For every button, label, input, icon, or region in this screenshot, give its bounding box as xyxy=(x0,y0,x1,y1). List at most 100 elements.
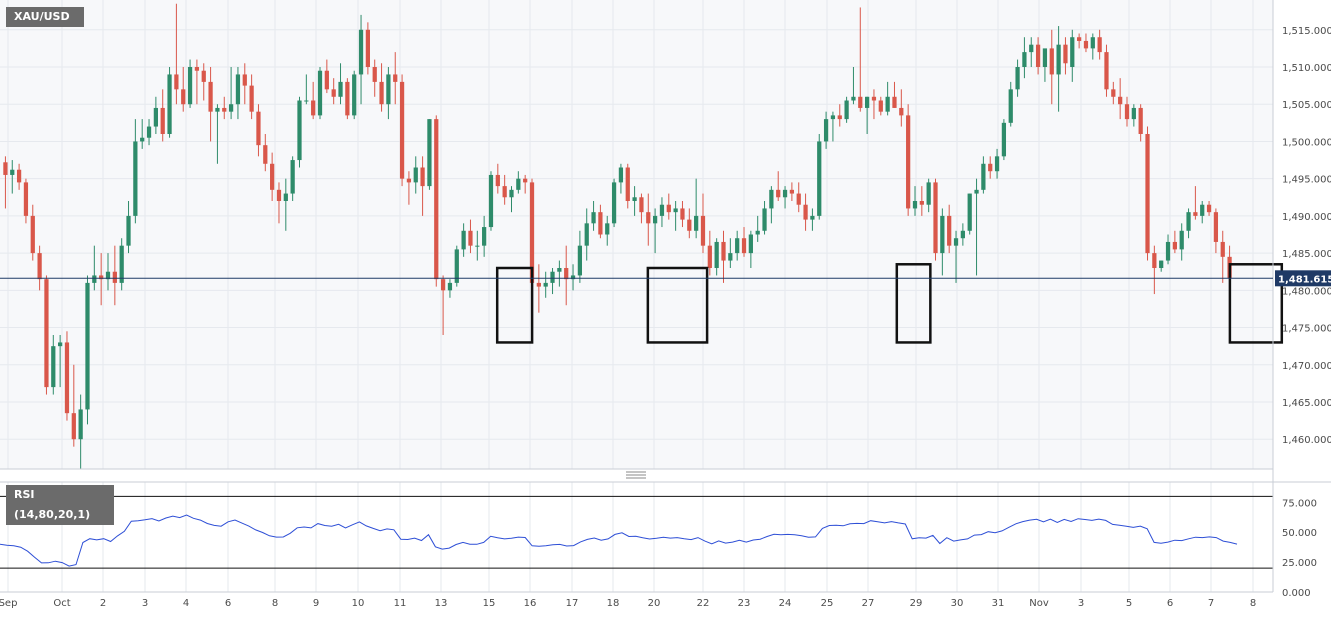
time-tick-label: 8 xyxy=(272,598,278,609)
candle xyxy=(782,186,788,209)
candle-body xyxy=(1029,44,1034,53)
candle-body xyxy=(64,342,70,414)
candle-body xyxy=(1056,44,1061,75)
candle-body xyxy=(461,230,466,250)
time-tick-label: 29 xyxy=(910,598,923,609)
candle xyxy=(454,245,459,287)
candle-body xyxy=(748,234,753,254)
candle xyxy=(44,275,49,395)
candle xyxy=(748,230,753,268)
candle xyxy=(721,230,726,283)
rsi-tick-label: 75.000 xyxy=(1282,498,1317,509)
candle-body xyxy=(352,74,357,116)
candle-body xyxy=(721,241,726,261)
price-tick-label: 1,490.000 xyxy=(1282,212,1331,223)
candle-body xyxy=(1138,107,1143,134)
time-tick-label: 7 xyxy=(1208,598,1214,609)
candle-body xyxy=(482,227,487,246)
candle-body xyxy=(1070,37,1075,67)
candle xyxy=(71,364,76,447)
candle-body xyxy=(707,245,712,268)
candle-body xyxy=(37,253,42,280)
candle xyxy=(967,193,972,235)
candle-body xyxy=(912,201,918,209)
candle xyxy=(30,204,35,261)
candle xyxy=(406,171,412,205)
candle xyxy=(1179,223,1184,261)
candle-body xyxy=(1145,134,1150,254)
candle-body xyxy=(666,204,671,213)
candle-body xyxy=(919,201,924,205)
price-tick-label: 1,515.000 xyxy=(1282,26,1331,37)
candle xyxy=(1097,29,1102,60)
candle xyxy=(352,70,357,120)
candle xyxy=(1193,186,1198,220)
price-pane[interactable] xyxy=(0,0,1273,469)
candle xyxy=(509,186,514,213)
time-tick-label: 17 xyxy=(566,598,579,609)
candle-body xyxy=(10,169,15,175)
candle-body xyxy=(817,141,822,216)
price-tick-label: 1,475.000 xyxy=(1282,324,1331,335)
candle-body xyxy=(71,413,76,440)
candle xyxy=(222,96,227,120)
candle-body xyxy=(187,67,193,105)
highlight-box xyxy=(495,266,534,344)
candle xyxy=(10,160,15,194)
candle xyxy=(1138,104,1143,142)
candle-body xyxy=(222,107,227,112)
time-tick-label: 5 xyxy=(1126,598,1132,609)
candle xyxy=(263,134,268,172)
candle xyxy=(564,245,569,306)
candle xyxy=(1056,26,1061,112)
candle-body xyxy=(632,197,637,201)
rsi-pane[interactable] xyxy=(0,482,1273,592)
candle-body xyxy=(58,342,63,347)
candle-body xyxy=(105,271,111,280)
candle xyxy=(482,215,487,257)
candle xyxy=(256,104,261,157)
candle-body xyxy=(99,275,104,280)
candle-body xyxy=(762,208,767,231)
candle-body xyxy=(495,174,500,187)
pane-resize-handle[interactable] xyxy=(626,471,646,479)
candle-body xyxy=(406,178,412,183)
candle xyxy=(324,59,329,94)
time-tick-label: 18 xyxy=(607,598,620,609)
candle-body xyxy=(379,81,384,105)
candle xyxy=(345,78,350,120)
time-tick-label: 6 xyxy=(1167,598,1173,609)
candle-body xyxy=(864,96,870,108)
candle xyxy=(153,96,158,134)
time-tick-label: 3 xyxy=(1078,598,1084,609)
candle xyxy=(694,178,699,239)
candle-body xyxy=(304,100,309,102)
candle-body xyxy=(393,74,398,82)
candle xyxy=(646,193,651,246)
price-tick-label: 1,485.000 xyxy=(1282,249,1331,260)
price-tick-label: 1,495.000 xyxy=(1282,175,1331,186)
candle-body xyxy=(358,29,364,75)
candle-body xyxy=(1104,52,1109,90)
candle xyxy=(317,67,323,120)
candle xyxy=(283,178,288,231)
candle-body xyxy=(728,253,733,261)
candle xyxy=(434,115,439,287)
rsi-series xyxy=(0,495,1273,569)
candle-body xyxy=(529,182,535,283)
candle-body xyxy=(420,167,425,187)
candle-body xyxy=(181,89,186,105)
candle xyxy=(933,178,938,261)
candle-body xyxy=(92,275,97,283)
candle-body xyxy=(591,212,596,224)
time-tick-label: 23 xyxy=(738,598,751,609)
last-price-badge xyxy=(1275,270,1331,287)
time-tick-label: 30 xyxy=(951,598,964,609)
rsi-tick-label: 0.000 xyxy=(1282,588,1311,599)
candle-body xyxy=(365,29,371,67)
candle xyxy=(1152,245,1157,295)
candle-body xyxy=(570,275,576,280)
candle-body xyxy=(297,100,302,161)
candle-body xyxy=(1049,48,1054,75)
